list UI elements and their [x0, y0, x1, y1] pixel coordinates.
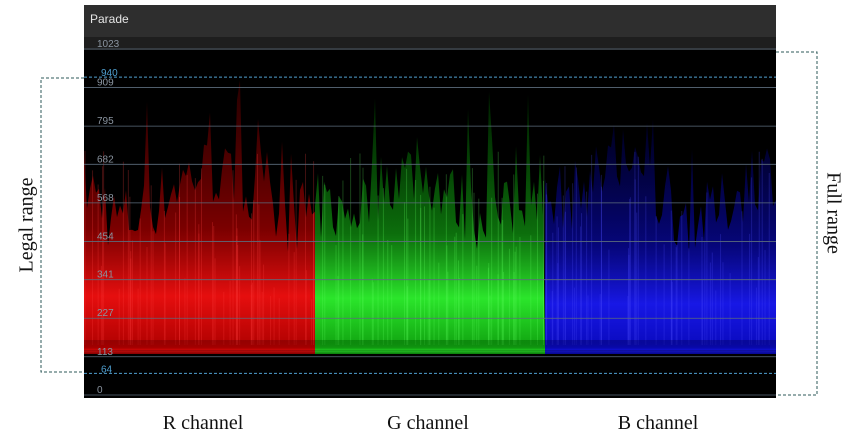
waveform — [545, 119, 776, 350]
scale-label: 454 — [97, 231, 114, 242]
channel-label: G channel — [387, 412, 469, 434]
channel-label: R channel — [163, 412, 244, 434]
trace-floor — [545, 340, 776, 354]
trace-floor — [84, 340, 315, 354]
waveform — [84, 80, 315, 350]
channel-label: B channel — [618, 412, 699, 434]
legal-bracket — [40, 77, 84, 373]
waveform — [315, 91, 545, 350]
scale-label: 341 — [97, 270, 114, 281]
channel-labels: R channel G channel B channel — [163, 412, 699, 434]
waveforms — [84, 80, 776, 354]
panel-title: Parade — [90, 12, 129, 26]
full-range-label: Full range — [822, 172, 844, 254]
full-bracket — [776, 51, 818, 396]
scale-label: 682 — [97, 154, 114, 165]
limit-label: 940 — [101, 68, 118, 79]
scale-label: 0 — [97, 385, 103, 396]
limit-label: 64 — [101, 364, 113, 375]
scale-label: 909 — [97, 78, 114, 89]
header-strip — [84, 37, 776, 50]
scale-label: 568 — [97, 193, 114, 204]
legal-range-label: Legal range — [16, 177, 38, 272]
trace-floor — [315, 340, 545, 354]
scale: 0 113 227 341 454 568 682 795 909 1023 64 940 — [84, 39, 776, 396]
scale-label: 1023 — [97, 39, 120, 50]
scale-label: 795 — [97, 116, 114, 127]
scale-label: 227 — [97, 308, 114, 319]
scale-label: 113 — [97, 347, 113, 358]
header-bar — [84, 5, 776, 37]
